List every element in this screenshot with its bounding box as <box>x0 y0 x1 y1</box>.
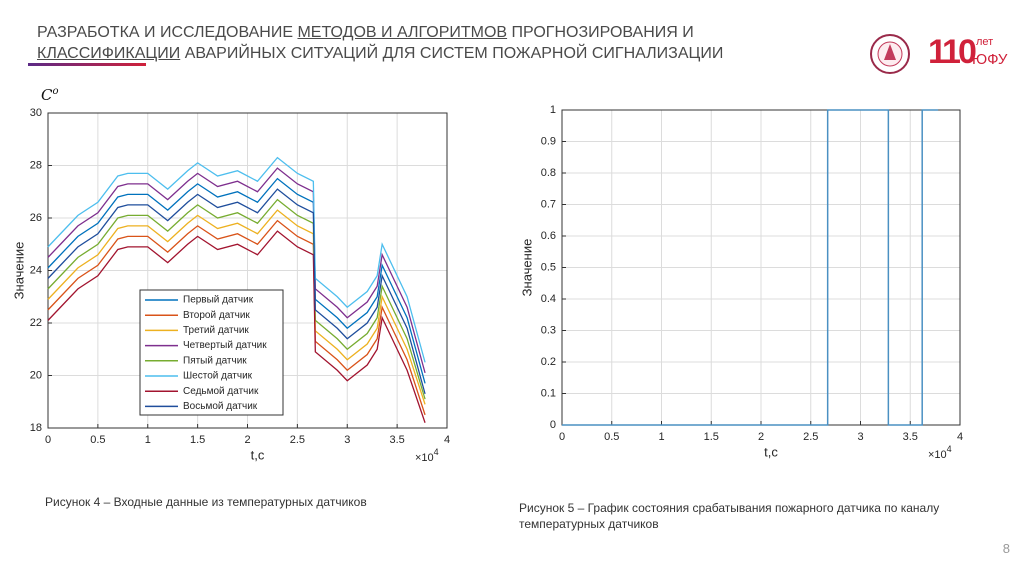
x-tick-label: 1.5 <box>190 434 205 446</box>
series-line <box>562 109 939 426</box>
y-tick-label: 24 <box>30 264 42 276</box>
title-accent <box>28 63 146 66</box>
y-tick-label: 20 <box>30 369 42 381</box>
legend-label: Седьмой датчик <box>183 386 259 397</box>
title-part: МЕТОДОВ И АЛГОРИТМОВ <box>297 24 508 41</box>
x-tick-label: 2 <box>758 431 764 443</box>
legend-label: Восьмой датчик <box>183 401 258 412</box>
legend-label: Четвертый датчик <box>183 340 267 351</box>
legend-box <box>139 289 284 416</box>
x-axis-label: t,c <box>251 447 265 462</box>
slide-title: РАЗРАБОТКА И ИССЛЕДОВАНИЕ МЕТОДОВ И АЛГО… <box>37 22 723 64</box>
series-line <box>47 209 426 405</box>
y-tick-label: 26 <box>30 212 42 224</box>
y-tick-label: 0.1 <box>541 387 556 399</box>
y-tick-label: 0.8 <box>541 167 556 179</box>
y-tick-label: 0.7 <box>541 198 556 210</box>
x-tick-label: 3.5 <box>903 431 918 443</box>
x-axis-label: t,c <box>764 444 778 459</box>
title-part: ПРОГНОЗИРОВАНИЯ И <box>507 24 694 41</box>
logo-name: ЮФУ <box>972 51 1008 68</box>
logo: 110 лет ЮФУ <box>868 30 1008 80</box>
y-tick-label: 0.4 <box>541 293 556 305</box>
title-part: РАЗРАБОТКА И ИССЛЕДОВАНИЕ <box>37 24 298 41</box>
x-multiplier-exp: 4 <box>434 447 439 457</box>
series-line <box>47 198 426 400</box>
x-multiplier: ×104 <box>415 447 439 464</box>
x-tick-label: 2.5 <box>290 434 305 446</box>
logo-years: лет <box>976 36 993 48</box>
title-part: АВАРИЙНЫХ СИТУАЦИЙ ДЛЯ СИСТЕМ ПОЖАРНОЙ С… <box>180 45 724 62</box>
y-tick-label: 0.6 <box>541 230 556 242</box>
x-tick-label: 0 <box>559 431 565 443</box>
axes-frame <box>47 112 448 429</box>
x-tick-label: 0.5 <box>604 431 619 443</box>
series-line <box>47 177 426 384</box>
x-multiplier-base: ×10 <box>415 452 434 464</box>
series-line <box>47 219 426 416</box>
series-line <box>47 167 426 374</box>
x-multiplier-base: ×10 <box>928 449 947 461</box>
logo-graphic: 110 лет ЮФУ <box>870 33 1008 74</box>
y-tick-label: 22 <box>30 317 42 329</box>
y-unit-sup: o <box>52 86 59 97</box>
x-tick-label: 3.5 <box>389 434 404 446</box>
x-multiplier-exp: 4 <box>947 444 952 454</box>
x-tick-label: 3 <box>857 431 863 443</box>
page-number: 8 <box>1002 541 1010 556</box>
y-tick-label: 0 <box>550 419 556 431</box>
charts: 0 0.5 1 1.5 2 2.5 3 3.5 418202224262830t,cЗначен… <box>11 104 963 464</box>
y-unit-base: C <box>41 86 53 104</box>
legend-label: Третий датчик <box>183 325 249 336</box>
series-line <box>47 188 426 395</box>
x-tick-label: 0.5 <box>90 434 105 446</box>
series-line <box>47 230 426 423</box>
x-tick-label: 1 <box>658 431 664 443</box>
y-tick-label: 1 <box>550 104 556 116</box>
legend-label: Второй датчик <box>183 310 250 321</box>
caption: Рисунок 5 – График состояния срабатывани… <box>519 501 940 531</box>
x-tick-label: 4 <box>957 431 963 443</box>
x-tick-label: 1 <box>145 434 151 446</box>
series-line <box>47 156 426 363</box>
y-tick-label: 0.9 <box>541 135 556 147</box>
caption: Рисунок 4 – Входные данные из температур… <box>45 495 367 509</box>
y-tick-label: 0.5 <box>541 261 556 273</box>
x-tick-label: 0 <box>45 434 51 446</box>
title-part: КЛАССИФИКАЦИИ <box>37 45 181 62</box>
legend-label: Шестой датчик <box>183 371 253 382</box>
x-tick-label: 3 <box>344 434 350 446</box>
x-tick-label: 4 <box>444 434 450 446</box>
y-axis-label: Значение <box>519 239 534 297</box>
logo-mark: 110 <box>928 33 976 71</box>
legend-label: Первый датчик <box>183 295 254 306</box>
legend-label: Пятый датчик <box>183 355 247 366</box>
x-multiplier: ×104 <box>928 444 952 461</box>
y-axis-label: Значение <box>11 242 26 300</box>
y-unit: Co <box>41 86 59 104</box>
y-tick-label: 0.3 <box>541 324 556 336</box>
x-tick-label: 1.5 <box>704 431 719 443</box>
y-tick-label: 18 <box>30 422 42 434</box>
y-tick-label: 0.2 <box>541 356 556 368</box>
x-tick-label: 2 <box>244 434 250 446</box>
y-tick-label: 28 <box>30 159 42 171</box>
y-tick-label: 30 <box>30 107 42 119</box>
x-tick-label: 2.5 <box>803 431 818 443</box>
